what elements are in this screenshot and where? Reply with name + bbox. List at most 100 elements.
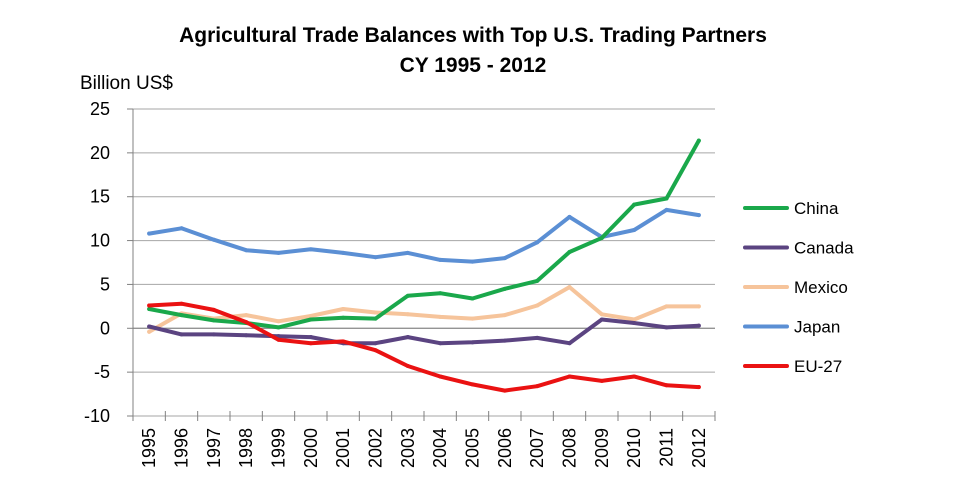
- data-point: [664, 325, 669, 330]
- x-tick-label: 2004: [430, 428, 450, 468]
- data-point: [179, 226, 184, 231]
- series-line-eu-27: [147, 301, 701, 393]
- data-point: [535, 303, 540, 308]
- data-point: [211, 237, 216, 242]
- legend-label-mexico: Mexico: [794, 278, 848, 297]
- data-point: [405, 293, 410, 298]
- y-tick-labels: 25 20 15 10 5 0 -5 -10: [84, 99, 110, 426]
- data-point: [470, 316, 475, 321]
- data-point: [696, 385, 701, 390]
- x-tick-label: 2008: [560, 428, 580, 468]
- series-line-mexico: [147, 285, 701, 334]
- x-tick-label: 2009: [592, 428, 612, 468]
- data-point: [211, 318, 216, 323]
- series-lines: [147, 138, 701, 393]
- x-tick-labels: 1995 1996 1997 1998 1999 2000 2001 2002 2003 2004…: [139, 428, 709, 468]
- series-line-japan: [147, 207, 701, 264]
- data-point: [244, 320, 249, 325]
- data-point: [696, 323, 701, 328]
- axes: [127, 108, 716, 421]
- data-point: [632, 228, 637, 233]
- data-point: [405, 335, 410, 340]
- data-point: [341, 306, 346, 311]
- data-point: [502, 313, 507, 318]
- data-point: [405, 312, 410, 317]
- data-point: [696, 138, 701, 143]
- y-tick-label: 25: [90, 99, 110, 119]
- data-point: [405, 250, 410, 255]
- x-tick-label: 2003: [398, 428, 418, 468]
- x-tick-label: 1998: [236, 428, 256, 468]
- y-tick-label: -5: [94, 362, 110, 382]
- data-point: [405, 364, 410, 369]
- data-point: [308, 247, 313, 252]
- data-point: [567, 341, 572, 346]
- x-tick-label: 2012: [689, 428, 709, 468]
- data-point: [632, 202, 637, 207]
- data-point: [147, 306, 152, 311]
- x-tick-label: 2006: [495, 428, 515, 468]
- data-point: [373, 316, 378, 321]
- data-point: [664, 196, 669, 201]
- series-line-canada: [147, 317, 701, 346]
- data-point: [276, 337, 281, 342]
- data-point: [502, 286, 507, 291]
- y-tick-label: 15: [90, 187, 110, 207]
- data-point: [470, 296, 475, 301]
- x-tick-label: 2010: [624, 428, 644, 468]
- data-point: [599, 378, 604, 383]
- data-point: [438, 291, 443, 296]
- data-point: [470, 340, 475, 345]
- data-point: [341, 339, 346, 344]
- legend: China Canada Mexico Japan EU-27: [743, 199, 854, 376]
- legend-label-canada: Canada: [794, 239, 854, 258]
- data-point: [632, 321, 637, 326]
- data-point: [373, 310, 378, 315]
- y-axis-label: Billion US$: [80, 73, 173, 94]
- legend-label-japan: Japan: [794, 318, 840, 337]
- data-point: [179, 332, 184, 337]
- data-point: [599, 317, 604, 322]
- x-tick-label: 2011: [657, 428, 677, 467]
- data-point: [308, 314, 313, 319]
- data-point: [535, 278, 540, 283]
- y-tick-label: 20: [90, 143, 110, 163]
- data-point: [567, 374, 572, 379]
- data-point: [308, 335, 313, 340]
- data-point: [664, 383, 669, 388]
- y-tick-label: 5: [100, 274, 110, 294]
- data-point: [438, 374, 443, 379]
- x-tick-label: 1999: [269, 428, 289, 468]
- y-tick-label: -10: [84, 406, 110, 426]
- data-point: [664, 304, 669, 309]
- x-tick-label: 2001: [333, 428, 353, 468]
- x-tick-label: 1996: [172, 428, 192, 468]
- data-point: [373, 255, 378, 260]
- data-point: [599, 235, 604, 240]
- data-point: [147, 231, 152, 236]
- series-line-china: [147, 138, 701, 330]
- data-point: [244, 313, 249, 318]
- data-point: [664, 207, 669, 212]
- data-point: [438, 257, 443, 262]
- data-point: [502, 256, 507, 261]
- data-point: [599, 312, 604, 317]
- data-point: [373, 341, 378, 346]
- x-tick-label: 1995: [139, 428, 159, 468]
- data-point: [373, 348, 378, 353]
- chart-title: Agricultural Trade Balances with Top U.S…: [179, 24, 767, 47]
- data-point: [470, 382, 475, 387]
- data-point: [696, 213, 701, 218]
- data-point: [535, 335, 540, 340]
- data-point: [438, 314, 443, 319]
- data-point: [276, 325, 281, 330]
- data-point: [535, 240, 540, 245]
- data-point: [567, 285, 572, 290]
- data-point: [632, 317, 637, 322]
- data-point: [308, 341, 313, 346]
- data-point: [696, 304, 701, 309]
- data-point: [179, 301, 184, 306]
- data-point: [567, 249, 572, 254]
- data-point: [276, 250, 281, 255]
